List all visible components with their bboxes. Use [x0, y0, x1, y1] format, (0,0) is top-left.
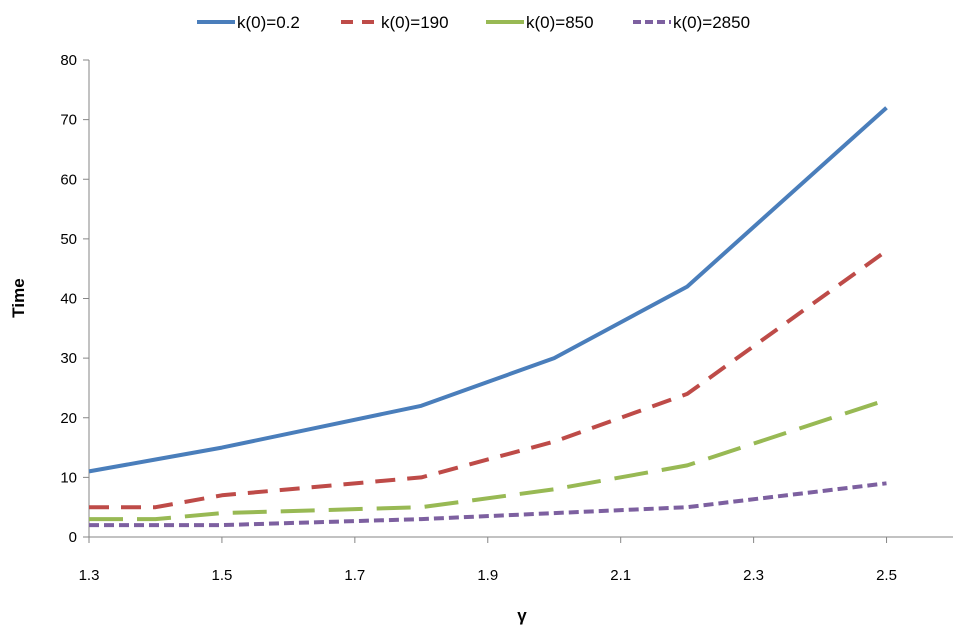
- y-tick-label: 30: [60, 350, 77, 367]
- series-line-2: [89, 249, 888, 510]
- x-tick-label: 1.9: [477, 567, 498, 584]
- data-point: [220, 446, 224, 450]
- x-tick-label: 1.3: [79, 567, 100, 584]
- data-point: [885, 249, 889, 253]
- data-point: [220, 511, 224, 515]
- y-tick-label: 0: [69, 529, 77, 546]
- data-point: [419, 517, 423, 521]
- y-tick-label: 20: [60, 410, 77, 427]
- data-point: [885, 398, 889, 402]
- series-line-1: [88, 106, 888, 474]
- data-point: [153, 523, 157, 527]
- data-point: [885, 481, 889, 485]
- series-line-3: [89, 397, 888, 522]
- data-point: [419, 505, 423, 509]
- data-point: [685, 285, 689, 289]
- y-tick-label: 70: [60, 112, 77, 129]
- legend-label: k(0)=2850: [673, 13, 750, 32]
- y-axis-title: Time: [9, 278, 28, 317]
- data-point: [552, 511, 556, 515]
- legend-label: k(0)=850: [526, 13, 594, 32]
- data-point: [220, 523, 224, 527]
- y-tick-label: 80: [60, 52, 77, 69]
- data-point: [87, 523, 91, 527]
- data-point: [153, 517, 157, 521]
- tick-labels: 0 10 20 30 40 50 60 70 80 1.3 1.5 1.7 1.9 2.1 2.3 2.5: [60, 52, 897, 584]
- legend-label: k(0)=0.2: [237, 13, 300, 32]
- y-tick-label: 50: [60, 231, 77, 248]
- legend-label: k(0)=190: [381, 13, 449, 32]
- data-point: [87, 505, 91, 509]
- data-point: [552, 440, 556, 444]
- x-tick-label: 2.5: [876, 567, 897, 584]
- data-point: [87, 517, 91, 521]
- x-tick-label: 2.1: [610, 567, 631, 584]
- data-point: [552, 356, 556, 360]
- data-point: [220, 493, 224, 497]
- data-point: [87, 469, 91, 473]
- y-tick-label: 60: [60, 171, 77, 188]
- series-lines: [87, 106, 889, 528]
- data-point: [153, 457, 157, 461]
- data-point: [885, 106, 889, 110]
- data-point: [419, 475, 423, 479]
- data-point: [685, 505, 689, 509]
- x-tick-label: 1.5: [211, 567, 232, 584]
- x-axis-title: γ: [517, 606, 527, 625]
- data-point: [419, 404, 423, 408]
- x-tick-label: 1.7: [344, 567, 365, 584]
- data-point: [552, 487, 556, 491]
- y-tick-label: 40: [60, 291, 77, 308]
- data-point: [153, 505, 157, 509]
- axes: [83, 59, 953, 543]
- data-point: [685, 463, 689, 467]
- legend: k(0)=0.2 k(0)=190 k(0)=850 k(0)=2850: [197, 13, 750, 32]
- x-tick-label: 2.3: [743, 567, 764, 584]
- y-tick-label: 10: [60, 469, 77, 486]
- data-point: [685, 392, 689, 396]
- series-line-4: [89, 481, 887, 528]
